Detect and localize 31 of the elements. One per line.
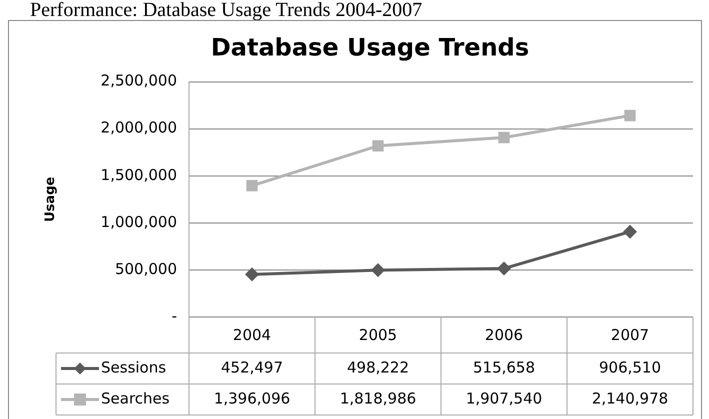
point xyxy=(497,261,511,276)
data-label: 498,222 xyxy=(346,358,410,376)
chart-title: Database Usage Trends xyxy=(210,34,530,62)
data-label: 906,510 xyxy=(598,358,662,376)
y-tick-label: 500,000 xyxy=(114,260,177,278)
x-tick-label: 2006 xyxy=(484,326,524,344)
point xyxy=(623,224,637,239)
y-tick-label: - xyxy=(172,306,177,325)
y-tick-label: 1,500,000 xyxy=(100,166,177,184)
text: Performance: Database Usage Trends 2004-2007 xyxy=(30,0,422,21)
data-label: 1,396,096 xyxy=(214,389,290,408)
y-tick-label: 2,500,000 xyxy=(100,72,177,90)
legend-label: Searches xyxy=(101,389,170,408)
point xyxy=(245,267,259,282)
data-label: 1,818,986 xyxy=(340,389,416,408)
x-tick-label: 2004 xyxy=(232,326,272,344)
y-axis-title: Usage xyxy=(43,176,58,222)
x-tick-label: 2007 xyxy=(610,326,650,344)
data-label: 452,497 xyxy=(220,358,284,376)
data-label: 515,658 xyxy=(472,358,536,376)
point xyxy=(371,263,385,278)
data-label: 1,907,540 xyxy=(466,389,542,408)
y-tick-label: 2,000,000 xyxy=(100,118,177,137)
legend-label: Sessions xyxy=(101,358,166,376)
point xyxy=(624,110,636,122)
point xyxy=(372,140,384,152)
point xyxy=(498,132,510,144)
y-tick-label: 1,000,000 xyxy=(100,212,177,231)
data-label: 2,140,978 xyxy=(592,389,668,408)
x-tick-label: 2005 xyxy=(358,326,398,344)
point xyxy=(246,180,258,192)
